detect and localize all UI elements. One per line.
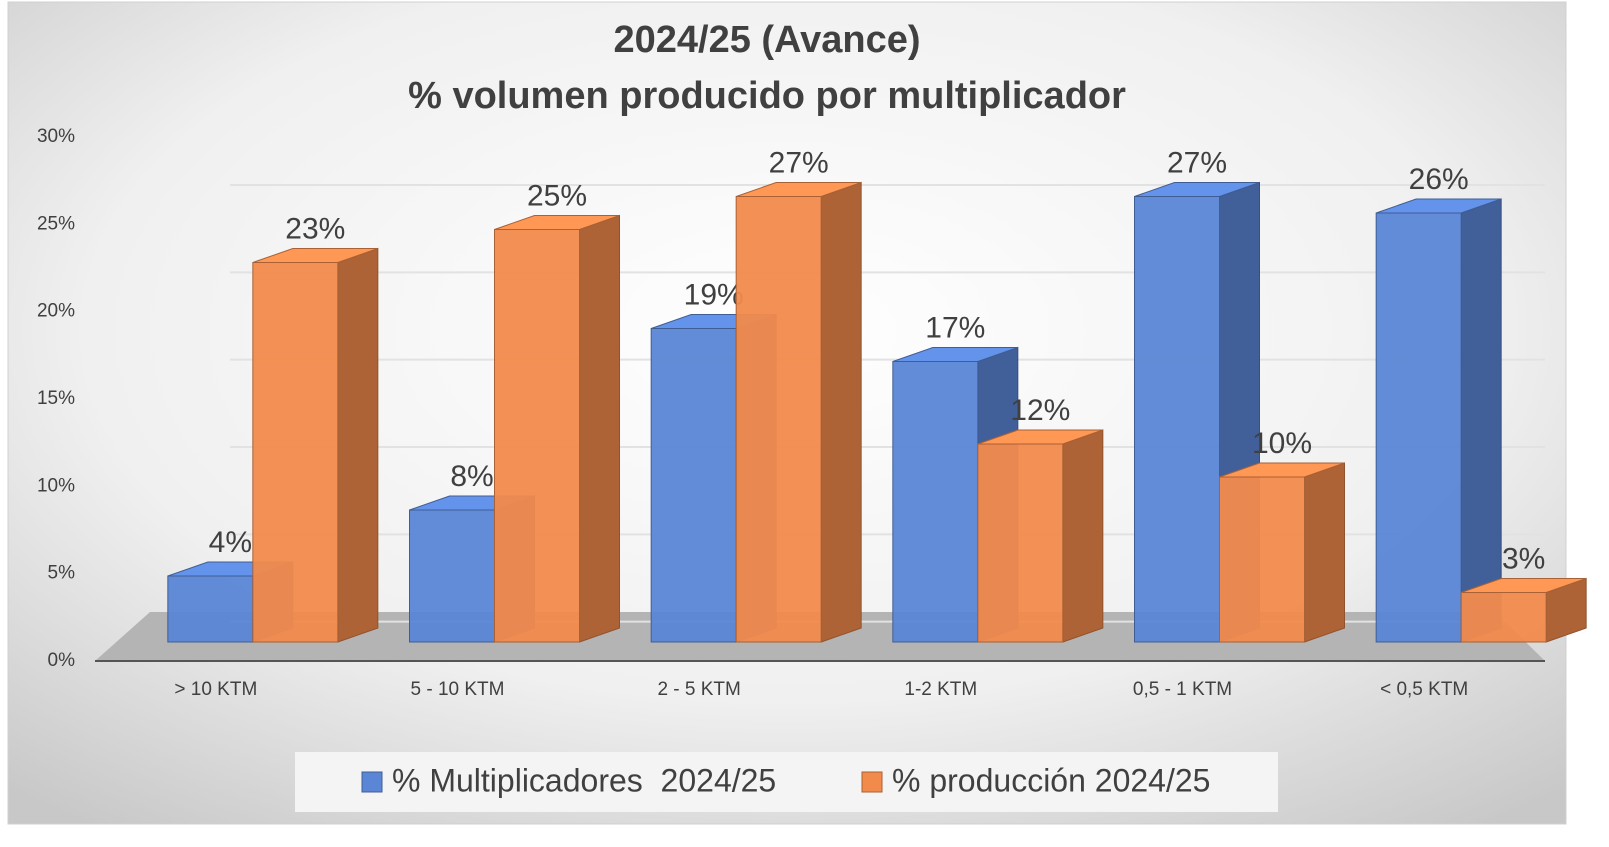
bar-side [579,214,620,643]
x-tick-label: 1-2 KTM [904,679,977,700]
bar-side [1304,462,1345,643]
bar [409,509,495,643]
x-tick-label: 0,5 - 1 KTM [1133,679,1232,700]
value-label: 17% [925,311,985,344]
bar [735,196,822,643]
bar [892,361,979,643]
value-label: 27% [769,146,829,179]
bar [1219,476,1305,643]
value-label: 25% [527,179,587,212]
legend-swatch [861,771,883,793]
value-label: 19% [684,278,744,311]
legend-label: % producción 2024/25 [892,762,1210,798]
value-label: 8% [450,460,493,493]
y-tick-label: 10% [37,475,75,496]
value-label: 27% [1167,146,1227,179]
x-tick-label: 5 - 10 KTM [411,679,505,700]
value-label: 3% [1502,542,1545,575]
legend-box [295,752,1278,812]
y-tick-label: 20% [37,301,75,322]
legend-label: % Multiplicadores 2024/25 [392,762,776,798]
y-tick-label: 15% [37,388,75,409]
value-label: 26% [1409,163,1469,196]
bar-side [337,247,379,643]
y-tick-label: 0% [48,650,76,671]
bar [494,229,580,643]
value-label: 23% [285,212,345,245]
bar [650,328,737,643]
bar [252,262,339,643]
bar [1134,196,1220,643]
chart-title: 2024/25 (Avance) [613,19,920,61]
x-tick-label: > 10 KTM [174,679,257,700]
bar-side [1062,429,1104,643]
x-tick-label: 2 - 5 KTM [657,679,740,700]
bar [1460,592,1547,643]
legend-swatch [361,771,383,793]
chart-subtitle: % volumen producido por multiplicador [408,75,1126,117]
bar [977,443,1064,643]
y-tick-label: 5% [48,563,76,584]
x-tick-label: < 0,5 KTM [1380,679,1468,700]
value-label: 12% [1010,394,1070,427]
bar [1375,212,1462,643]
value-label: 4% [209,526,252,559]
bar-side [1460,198,1502,643]
y-tick-label: 30% [37,126,75,147]
value-label: 10% [1252,427,1312,460]
y-tick-label: 25% [37,213,75,234]
bar-side [820,181,862,643]
bar [167,575,254,643]
